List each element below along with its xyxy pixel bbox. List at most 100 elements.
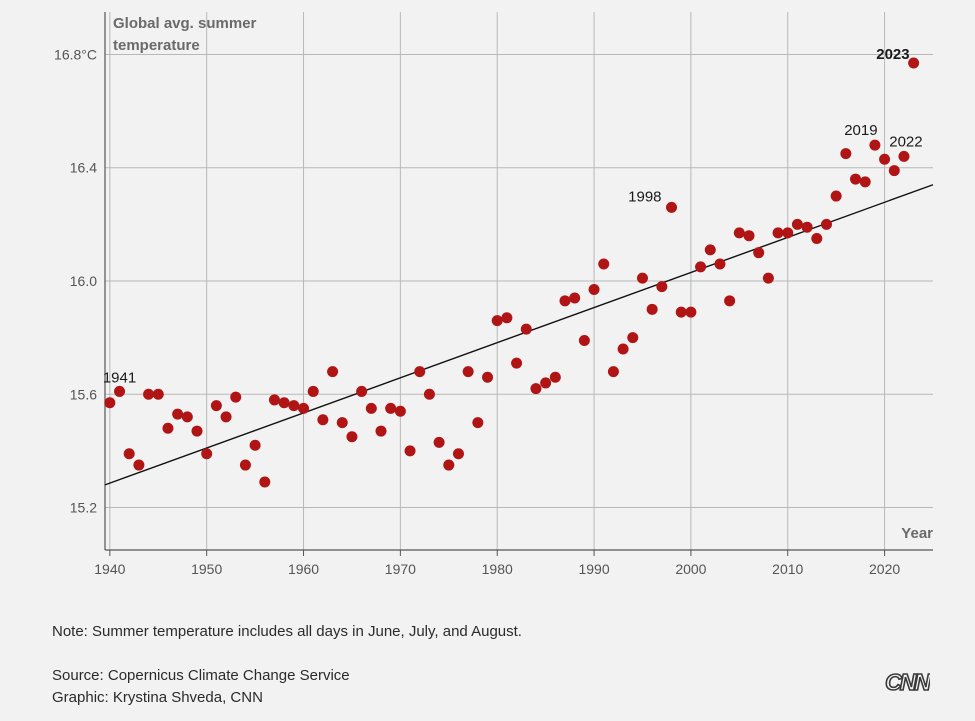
data-point [578,334,590,346]
data-point [830,190,842,202]
y-tick-label: 16.8°C [54,46,97,62]
x-tick-label: 1970 [385,561,416,577]
data-point [762,272,774,284]
data-point [501,312,513,324]
data-point [452,448,464,460]
source-credit: Source: Copernicus Climate Change Servic… [52,667,350,684]
chart-labels: Global avg. summer temperature Year 1941 199… [103,15,933,542]
data-point [336,417,348,429]
data-point [714,258,726,270]
data-point [685,306,697,318]
x-tick-label: 1960 [288,561,319,577]
data-point [511,357,523,369]
cnn-logo-text: CNN [885,669,930,693]
data-point [675,306,687,318]
data-point [423,388,435,400]
data-point [443,459,455,471]
data-point [588,283,600,295]
data-point [230,391,242,403]
data-point [636,272,648,284]
trend-line-group [104,184,934,486]
graphic-credit: Graphic: Krystina Shveda, CNN [52,689,263,706]
data-point [191,425,203,437]
grid [105,12,933,550]
point-annotation: 1941 [103,369,136,386]
data-point [598,258,610,270]
data-point [656,281,668,293]
data-point [820,218,832,230]
data-point [569,292,581,304]
cnn-logo: CNN [884,668,934,696]
data-point [172,408,184,420]
data-point [695,261,707,273]
data-point [733,227,745,239]
chart-title-line: Global avg. summer [113,15,257,32]
data-point [123,448,135,460]
trend-line [104,184,934,486]
data-point [327,366,339,378]
data-point [540,377,552,389]
data-point [133,459,145,471]
data-point [288,400,300,412]
y-tick-label: 16.4 [70,160,97,176]
x-tick-label: 2020 [869,561,900,577]
data-point [898,150,910,162]
data-point [801,221,813,233]
data-point [375,425,387,437]
data-point [666,201,678,213]
data-point [317,414,329,426]
data-point [114,385,126,397]
data-point [414,366,426,378]
x-tick-label: 1980 [482,561,513,577]
data-point [462,366,474,378]
data-point [704,244,716,256]
footnote: Note: Summer temperature includes all da… [52,623,522,640]
data-points [104,57,920,488]
data-point [143,388,155,400]
data-point [743,230,755,242]
data-point [201,448,213,460]
x-tick-label: 1950 [191,561,222,577]
data-point [210,400,222,412]
data-point [104,397,116,409]
data-point [908,57,920,69]
data-point [520,323,532,335]
point-annotation: 1998 [628,188,661,205]
data-point [859,176,871,188]
data-point [259,476,271,488]
data-point [482,371,494,383]
data-point [549,371,561,383]
data-point [627,332,639,344]
axes: 1940 1950 1960 1970 1980 1990 2000 2010 2020 15.2… [54,12,933,577]
data-point [811,233,823,245]
data-point [607,366,619,378]
credits: Source: Copernicus Climate Change Servic… [52,665,350,709]
x-tick-label: 2010 [772,561,803,577]
data-point [840,148,852,160]
data-point [472,417,484,429]
data-point [559,295,571,307]
data-point [307,385,319,397]
data-point [404,445,416,457]
data-point [530,383,542,395]
data-point [268,394,280,406]
chart-title-line: temperature [113,37,200,54]
data-point [394,405,406,417]
y-tick-label: 15.2 [70,500,97,516]
x-axis-label: Year [901,525,933,542]
y-tick-label: 16.0 [70,273,97,289]
data-point [162,422,174,434]
data-point [879,153,891,165]
x-tick-label: 1940 [94,561,125,577]
x-tick-label: 1990 [578,561,609,577]
data-point [278,397,290,409]
data-point [753,247,765,259]
data-point [617,343,629,355]
data-point [249,439,261,451]
point-annotation: 2022 [889,133,922,150]
data-point [298,402,310,414]
data-point [850,173,862,185]
data-point [365,402,377,414]
